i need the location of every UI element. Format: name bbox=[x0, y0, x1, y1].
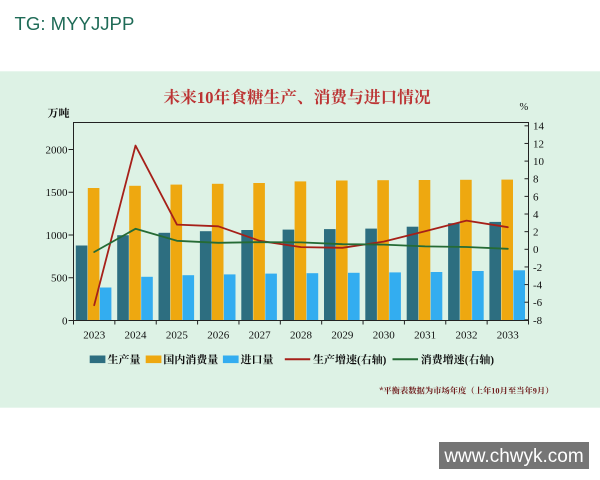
svg-text:0: 0 bbox=[62, 315, 68, 327]
svg-text:14: 14 bbox=[533, 121, 545, 133]
svg-text:-4: -4 bbox=[533, 280, 543, 292]
svg-text:8: 8 bbox=[533, 174, 539, 186]
svg-text:2032: 2032 bbox=[456, 330, 478, 342]
svg-text:4: 4 bbox=[533, 209, 539, 221]
svg-text:2024: 2024 bbox=[125, 330, 148, 342]
svg-text:2000: 2000 bbox=[46, 144, 69, 156]
svg-text:2028: 2028 bbox=[290, 330, 313, 342]
svg-text:2030: 2030 bbox=[373, 330, 396, 342]
svg-text:www.chwyk.com: www.chwyk.com bbox=[443, 446, 583, 467]
svg-text:-8: -8 bbox=[533, 315, 543, 327]
svg-text:2027: 2027 bbox=[249, 330, 272, 342]
svg-text:10: 10 bbox=[533, 156, 545, 168]
svg-text:TG: MYYJJPP: TG: MYYJJPP bbox=[15, 13, 135, 34]
svg-text:0: 0 bbox=[533, 244, 539, 256]
svg-text:500: 500 bbox=[51, 273, 68, 285]
svg-text:2025: 2025 bbox=[166, 330, 189, 342]
svg-text:1500: 1500 bbox=[46, 187, 69, 199]
svg-text:2023: 2023 bbox=[83, 330, 106, 342]
svg-text:-2: -2 bbox=[533, 262, 542, 274]
svg-text:12: 12 bbox=[533, 138, 544, 150]
svg-text:1000: 1000 bbox=[46, 230, 69, 242]
svg-text:2033: 2033 bbox=[497, 330, 520, 342]
svg-text:2026: 2026 bbox=[207, 330, 230, 342]
svg-text:%: % bbox=[520, 102, 529, 113]
svg-text:-6: -6 bbox=[533, 297, 543, 309]
svg-text:2029: 2029 bbox=[331, 330, 354, 342]
svg-text:6: 6 bbox=[533, 191, 539, 203]
svg-text:2: 2 bbox=[533, 227, 539, 239]
svg-text:2031: 2031 bbox=[414, 330, 436, 342]
